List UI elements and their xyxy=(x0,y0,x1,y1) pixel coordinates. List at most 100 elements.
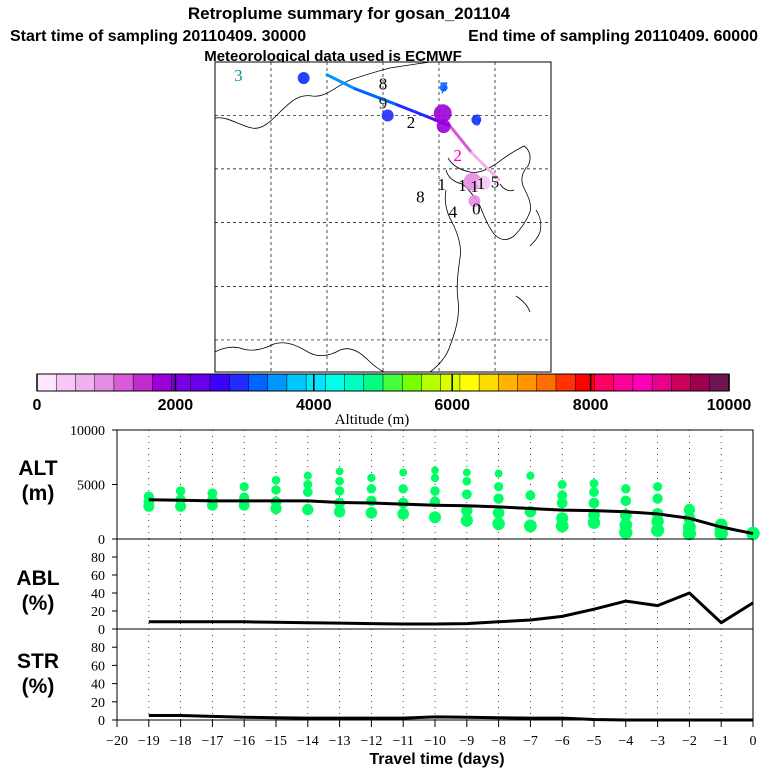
x-tick-label: −3 xyxy=(650,734,665,749)
alt-dot xyxy=(557,490,568,501)
x-tick-label: −2 xyxy=(682,734,697,749)
alt-dot xyxy=(335,476,344,486)
colorbar-swatch xyxy=(459,373,480,392)
alt-dot xyxy=(620,495,632,507)
alt-dot xyxy=(653,482,663,492)
colorbar-swatch xyxy=(209,373,230,392)
trajectory-marker xyxy=(297,72,310,85)
alt-dot xyxy=(302,487,313,497)
colorbar-swatch xyxy=(55,373,77,392)
colorbar-swatch xyxy=(709,373,730,392)
trajectory-day-label: 8 xyxy=(379,74,388,93)
alt-dot xyxy=(556,512,569,525)
colorbar-swatch xyxy=(536,373,557,392)
str-ytick-label: 80 xyxy=(91,641,105,656)
alt-dot xyxy=(367,473,376,483)
colorbar-swatch xyxy=(401,373,423,392)
abl-ytick-label: 20 xyxy=(91,605,105,620)
colorbar-swatch xyxy=(651,373,672,392)
trajectory-day-label: 2 xyxy=(407,113,416,132)
colorbar-swatch xyxy=(421,373,442,392)
alt-ytick-label: 10000 xyxy=(70,424,105,439)
figure-title: Retroplume summary for gosan_201104 xyxy=(188,4,511,23)
colorbar-swatch xyxy=(248,373,269,392)
str-ylabel-line1: STR xyxy=(17,650,59,673)
alt-mean-line xyxy=(148,498,754,536)
colorbar-swatch xyxy=(344,373,365,392)
x-tick-label: −18 xyxy=(170,734,192,749)
x-tick-label: −16 xyxy=(233,734,255,749)
alt-dot xyxy=(556,497,568,509)
colorbar-swatch xyxy=(286,373,307,392)
str-ytick-label: 40 xyxy=(91,678,105,693)
x-tick-label: −5 xyxy=(587,734,602,749)
x-tick-label: −17 xyxy=(201,734,223,749)
alt-dot xyxy=(493,493,504,504)
abl-ytick-label: 0 xyxy=(98,623,105,638)
str-ytick-label: 0 xyxy=(98,714,105,729)
colorbar-swatch xyxy=(267,373,288,392)
alt-dot xyxy=(494,469,503,478)
alt-ytick-label: 5000 xyxy=(77,479,105,494)
trajectory-marker xyxy=(381,109,394,122)
abl-line xyxy=(148,591,754,626)
trajectory-marker xyxy=(476,175,491,190)
alt-dot xyxy=(303,480,313,489)
alt-dot xyxy=(366,484,377,494)
colorbar-swatch xyxy=(113,373,134,392)
alt-ylabel-line1: ALT xyxy=(18,457,57,480)
trajectory-day-label: 1 xyxy=(470,177,479,196)
str-line xyxy=(148,713,753,722)
x-tick-label: −10 xyxy=(424,734,446,749)
alt-dot xyxy=(238,499,250,511)
colorbar-tick-label: 0 xyxy=(33,397,42,414)
x-tick-label: −20 xyxy=(106,734,128,749)
alt-dot xyxy=(492,517,505,531)
colorbar-swatch xyxy=(36,373,57,392)
alt-dot xyxy=(271,485,281,495)
alt-dot xyxy=(271,475,281,485)
x-tick-label: −13 xyxy=(329,734,351,749)
alt-ytick-label: 0 xyxy=(98,533,105,548)
colorbar-swatch xyxy=(440,373,461,392)
alt-dot xyxy=(333,506,346,518)
met-data-label: Meteorological data used is ECMWF xyxy=(204,48,462,65)
alt-dot xyxy=(303,471,312,480)
alt-dot xyxy=(365,507,378,519)
trajectory-day-label: 7 xyxy=(439,79,448,98)
x-tick-label: −6 xyxy=(555,734,570,749)
colorbar-swatch xyxy=(75,373,96,392)
trajectory-day-label: 9 xyxy=(379,94,388,113)
alt-dot xyxy=(494,482,504,492)
colorbar-swatch xyxy=(555,373,576,392)
alt-dot xyxy=(302,503,314,516)
colorbar-swatch xyxy=(478,373,499,392)
x-tick-label: −1 xyxy=(714,734,729,749)
alt-dot xyxy=(239,482,249,492)
alt-dot xyxy=(557,480,567,489)
colorbar-swatch xyxy=(613,373,634,392)
trajectory-marker xyxy=(463,172,482,191)
trajectory-segment xyxy=(395,103,432,120)
alt-dot xyxy=(398,484,408,494)
colorbar-swatch xyxy=(382,373,403,392)
alt-dot xyxy=(429,511,441,524)
alt-dot xyxy=(461,504,473,517)
colorbar-tick-label: 2000 xyxy=(158,397,194,414)
x-tick-label: −15 xyxy=(265,734,287,749)
alt-dot xyxy=(619,518,633,532)
alt-dot xyxy=(335,467,344,476)
colorbar-swatch xyxy=(152,373,173,392)
abl-panel: 80 60 40 20 0 xyxy=(91,538,754,638)
x-tick-label: −11 xyxy=(393,734,414,749)
trajectory-markers xyxy=(297,72,491,207)
colorbar-swatch xyxy=(632,373,653,392)
abl-ylabel-line1: ABL xyxy=(16,567,59,590)
colorbar-swatch xyxy=(132,373,153,392)
trajectory-segment xyxy=(325,73,357,91)
colorbar-swatch xyxy=(574,373,596,392)
x-tick-label: −8 xyxy=(491,734,506,749)
trajectory-day-label: 8 xyxy=(299,69,308,88)
